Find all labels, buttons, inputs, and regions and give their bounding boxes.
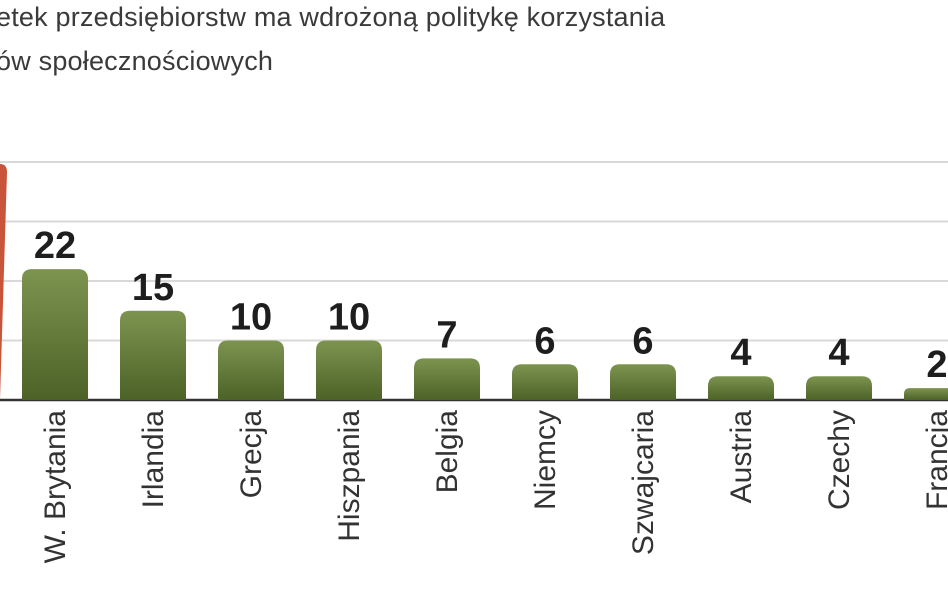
bar <box>806 376 872 400</box>
category-label: Francja <box>921 410 948 510</box>
bars <box>0 164 948 400</box>
bar <box>708 376 774 400</box>
category-label: Austria <box>725 410 758 504</box>
category-label: Grecja <box>235 410 268 499</box>
value-label: 6 <box>632 320 653 362</box>
value-label: 7 <box>436 314 457 356</box>
category-labels: W. Brytania Irlandia Grecja Hiszpania Belgia… <box>39 410 948 564</box>
value-label: 22 <box>34 225 76 267</box>
category-label: Irlandia <box>137 410 170 509</box>
bar <box>120 310 186 400</box>
value-label: 10 <box>230 297 272 339</box>
value-label: 10 <box>328 297 370 339</box>
chart-title-line-1: etek przedsiębiorstw ma wdrożoną polityk… <box>0 2 666 32</box>
bar <box>22 269 88 400</box>
value-label: 2 <box>926 344 947 386</box>
value-label: 4 <box>828 332 849 374</box>
category-label: Belgia <box>431 410 464 494</box>
bar <box>316 340 382 400</box>
bar <box>904 388 948 400</box>
bar <box>218 340 284 400</box>
bar-partial-cut <box>0 164 7 400</box>
bar <box>414 358 480 400</box>
bar <box>610 364 676 400</box>
category-label: Hiszpania <box>333 410 366 542</box>
bar <box>512 364 578 400</box>
category-label: Niemcy <box>529 410 562 510</box>
value-labels: 22 15 10 10 7 6 6 4 4 2 <box>34 225 948 386</box>
value-label: 6 <box>534 320 555 362</box>
category-label: Szwajcaria <box>627 410 660 555</box>
value-label: 4 <box>730 332 751 374</box>
category-label: W. Brytania <box>39 410 72 564</box>
value-label: 15 <box>132 267 174 309</box>
category-label: Czechy <box>823 410 856 510</box>
chart-title-line-2: ów społecznościowych <box>0 46 274 76</box>
